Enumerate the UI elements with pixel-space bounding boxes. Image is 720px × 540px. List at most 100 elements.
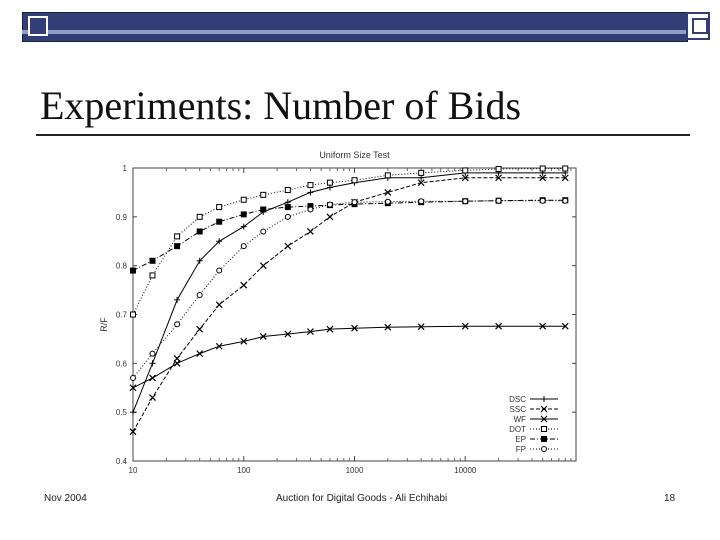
data-point-wf bbox=[495, 322, 503, 330]
data-point-dot bbox=[539, 165, 546, 172]
data-point-dot bbox=[562, 165, 569, 172]
slide-title: Experiments: Number of Bids bbox=[40, 83, 522, 128]
y-tick-label: 0.7 bbox=[116, 311, 128, 320]
corner-box bbox=[686, 12, 710, 40]
data-point-wf bbox=[417, 323, 425, 331]
data-point-fp bbox=[216, 267, 223, 274]
top-band bbox=[22, 12, 688, 42]
data-point-wf bbox=[196, 350, 204, 357]
data-point-fp bbox=[495, 197, 502, 204]
legend-label: DOT bbox=[509, 425, 526, 434]
y-tick-label: 0.9 bbox=[116, 213, 128, 222]
data-point-wf bbox=[240, 337, 248, 345]
data-point-wf bbox=[259, 333, 267, 340]
data-point-ssc bbox=[129, 428, 137, 436]
data-point-ssc bbox=[539, 174, 547, 182]
data-point-dot bbox=[384, 172, 391, 179]
data-point-wf bbox=[149, 374, 156, 382]
data-point-ssc bbox=[259, 262, 267, 270]
data-point-dot bbox=[196, 213, 203, 220]
title-rule bbox=[36, 134, 690, 136]
data-point-ep bbox=[284, 204, 291, 211]
data-point-ssc bbox=[240, 281, 248, 289]
plot-frame bbox=[132, 167, 577, 462]
data-point-wf bbox=[561, 322, 569, 330]
footer-center: Auction for Digital Goods - Ali Echihabi bbox=[276, 493, 448, 504]
data-point-dot bbox=[260, 191, 267, 198]
data-point-dot bbox=[130, 311, 136, 318]
data-point-wf bbox=[284, 330, 292, 338]
data-point-fp bbox=[260, 228, 267, 235]
data-point-fp bbox=[174, 321, 181, 328]
y-axis-label: R/F bbox=[99, 317, 109, 332]
data-point-ssc bbox=[384, 188, 392, 196]
data-point-ep bbox=[260, 206, 267, 213]
data-point-wf bbox=[173, 359, 181, 367]
data-point-ep bbox=[240, 211, 247, 218]
data-point-ssc bbox=[215, 301, 223, 309]
data-point-wf bbox=[215, 342, 223, 350]
y-tick-label: 0.8 bbox=[116, 262, 128, 271]
data-point-dot bbox=[418, 169, 425, 176]
data-point-ssc bbox=[561, 174, 569, 182]
legend-label: WF bbox=[514, 415, 527, 424]
data-point-dot bbox=[307, 182, 314, 189]
corner-square-icon bbox=[692, 18, 708, 34]
data-point-ssc bbox=[173, 355, 181, 362]
legend-marker-dot bbox=[541, 426, 547, 432]
data-point-dot bbox=[284, 186, 291, 193]
legend-label: FP bbox=[516, 445, 526, 454]
footer-date: Nov 2004 bbox=[44, 493, 87, 504]
chart-title: Uniform Size Test bbox=[319, 150, 390, 160]
data-point-dot bbox=[216, 204, 223, 211]
data-point-fp bbox=[539, 197, 546, 204]
line-chart: Uniform Size Test 0.4 0.5 0.6 0.7 0.8 0.9 1 10 10… bbox=[99, 150, 577, 475]
x-tick-label: 10000 bbox=[454, 466, 477, 475]
data-point-ssc bbox=[196, 325, 204, 333]
x-tick-label: 10 bbox=[129, 466, 138, 475]
legend-marker-ssc bbox=[540, 405, 548, 413]
data-point-fp bbox=[418, 198, 425, 205]
data-point-fp bbox=[149, 350, 156, 357]
data-point-wf bbox=[307, 328, 314, 336]
y-tick-label: 0.6 bbox=[116, 359, 128, 368]
data-point-fp bbox=[130, 374, 136, 381]
y-tick-label: 0.5 bbox=[116, 408, 128, 417]
series-line-ep bbox=[132, 199, 566, 271]
data-point-wf bbox=[326, 325, 334, 333]
data-point-ssc bbox=[461, 174, 469, 182]
y-tick-label: 0.4 bbox=[116, 457, 128, 466]
data-point-ssc bbox=[307, 228, 314, 235]
legend-label: DSC bbox=[509, 395, 526, 404]
data-point-fp bbox=[562, 197, 569, 204]
data-point-ep bbox=[196, 228, 203, 235]
data-point-wf bbox=[384, 323, 392, 331]
x-tick-label: 100 bbox=[237, 466, 251, 475]
data-point-wf bbox=[351, 324, 358, 332]
series-line-dsc bbox=[132, 172, 566, 413]
data-point-ep bbox=[149, 257, 156, 264]
data-point-dot bbox=[326, 179, 333, 186]
data-point-dot bbox=[495, 165, 502, 172]
page-number: 18 bbox=[664, 493, 676, 504]
legend-label: SSC bbox=[510, 405, 527, 414]
data-point-wf bbox=[129, 384, 137, 392]
data-point-ssc bbox=[417, 179, 425, 187]
data-point-fp bbox=[240, 243, 247, 250]
bullet-square-icon bbox=[28, 16, 48, 36]
data-point-dot bbox=[462, 167, 469, 174]
data-point-ssc bbox=[284, 242, 292, 250]
data-point-wf bbox=[539, 322, 547, 330]
data-point-fp bbox=[384, 198, 391, 205]
data-point-ssc bbox=[326, 213, 334, 221]
data-point-ep bbox=[130, 267, 136, 274]
data-point-wf bbox=[461, 322, 469, 330]
legend-marker-fp bbox=[541, 446, 547, 452]
data-point-fp bbox=[351, 199, 358, 206]
data-point-ep bbox=[174, 243, 181, 250]
series-line-dot bbox=[132, 168, 566, 315]
legend-marker-ep bbox=[541, 436, 547, 442]
series-line-wf bbox=[132, 325, 566, 389]
data-point-fp bbox=[196, 291, 203, 298]
data-point-dot bbox=[174, 233, 181, 240]
